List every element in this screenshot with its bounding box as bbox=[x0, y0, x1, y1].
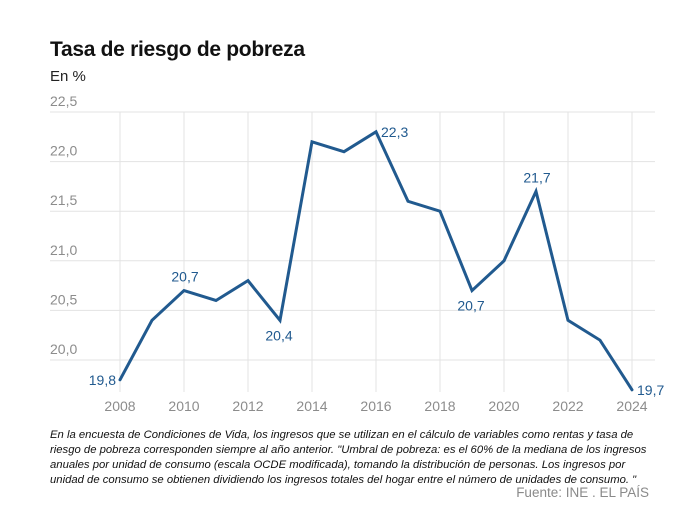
chart-title: Tasa de riesgo de pobreza bbox=[50, 38, 305, 61]
data-label: 19,8 bbox=[89, 372, 116, 388]
data-point bbox=[342, 150, 346, 153]
data-label: 21,7 bbox=[523, 169, 550, 185]
y-tick-label: 21,0 bbox=[50, 242, 77, 258]
data-point bbox=[470, 289, 474, 292]
data-point bbox=[406, 200, 410, 203]
x-tick-label: 2008 bbox=[104, 398, 135, 414]
x-tick-label: 2020 bbox=[488, 398, 519, 414]
data-label: 20,7 bbox=[457, 298, 484, 314]
x-tick-label: 2016 bbox=[360, 398, 391, 414]
data-point bbox=[214, 299, 218, 302]
data-point bbox=[374, 130, 378, 134]
y-tick-label: 22,5 bbox=[50, 93, 77, 109]
data-point bbox=[182, 289, 186, 292]
data-point bbox=[630, 388, 634, 391]
data-point bbox=[534, 190, 538, 193]
data-point bbox=[598, 338, 602, 342]
x-tick-label: 2018 bbox=[424, 398, 455, 414]
footnote: En la encuesta de Condiciones de Vida, l… bbox=[50, 429, 647, 486]
data-point bbox=[310, 140, 314, 143]
y-tick-label: 22,0 bbox=[50, 143, 77, 159]
data-labels: 19,8 20,7 20,4 22,3 20,7 21,7 19,7 bbox=[89, 124, 665, 398]
data-point bbox=[118, 378, 122, 382]
data-point bbox=[150, 319, 154, 322]
data-point bbox=[246, 279, 250, 282]
y-axis: 20,0 20,5 21,0 21,5 22,0 22,5 bbox=[50, 93, 77, 357]
data-point bbox=[502, 259, 506, 262]
x-axis: 2008 2010 2012 2014 2016 2018 2020 2022 2024 bbox=[104, 398, 647, 414]
y-tick-label: 20,5 bbox=[50, 291, 77, 307]
data-label: 20,4 bbox=[265, 327, 292, 343]
x-tick-label: 2014 bbox=[296, 398, 327, 414]
x-tick-label: 2012 bbox=[232, 398, 263, 414]
grid bbox=[50, 111, 655, 392]
data-point bbox=[438, 210, 442, 213]
x-tick-label: 2024 bbox=[616, 398, 647, 414]
x-tick-label: 2010 bbox=[168, 398, 199, 414]
line-chart: 20,0 20,5 21,0 21,5 22,0 22,5 2008 2010 2012 201… bbox=[50, 93, 665, 414]
series bbox=[118, 129, 634, 392]
y-tick-label: 21,5 bbox=[50, 192, 77, 208]
chart-subtitle: En % bbox=[50, 68, 86, 85]
y-tick-label: 20,0 bbox=[50, 341, 77, 357]
data-point bbox=[566, 319, 570, 322]
source-credit: Fuente: INE . EL PAÍS bbox=[516, 485, 649, 500]
data-point bbox=[278, 319, 282, 322]
data-label: 22,3 bbox=[381, 124, 408, 140]
data-label: 19,7 bbox=[637, 382, 664, 398]
data-label: 20,7 bbox=[171, 269, 198, 285]
x-tick-label: 2022 bbox=[552, 398, 583, 414]
